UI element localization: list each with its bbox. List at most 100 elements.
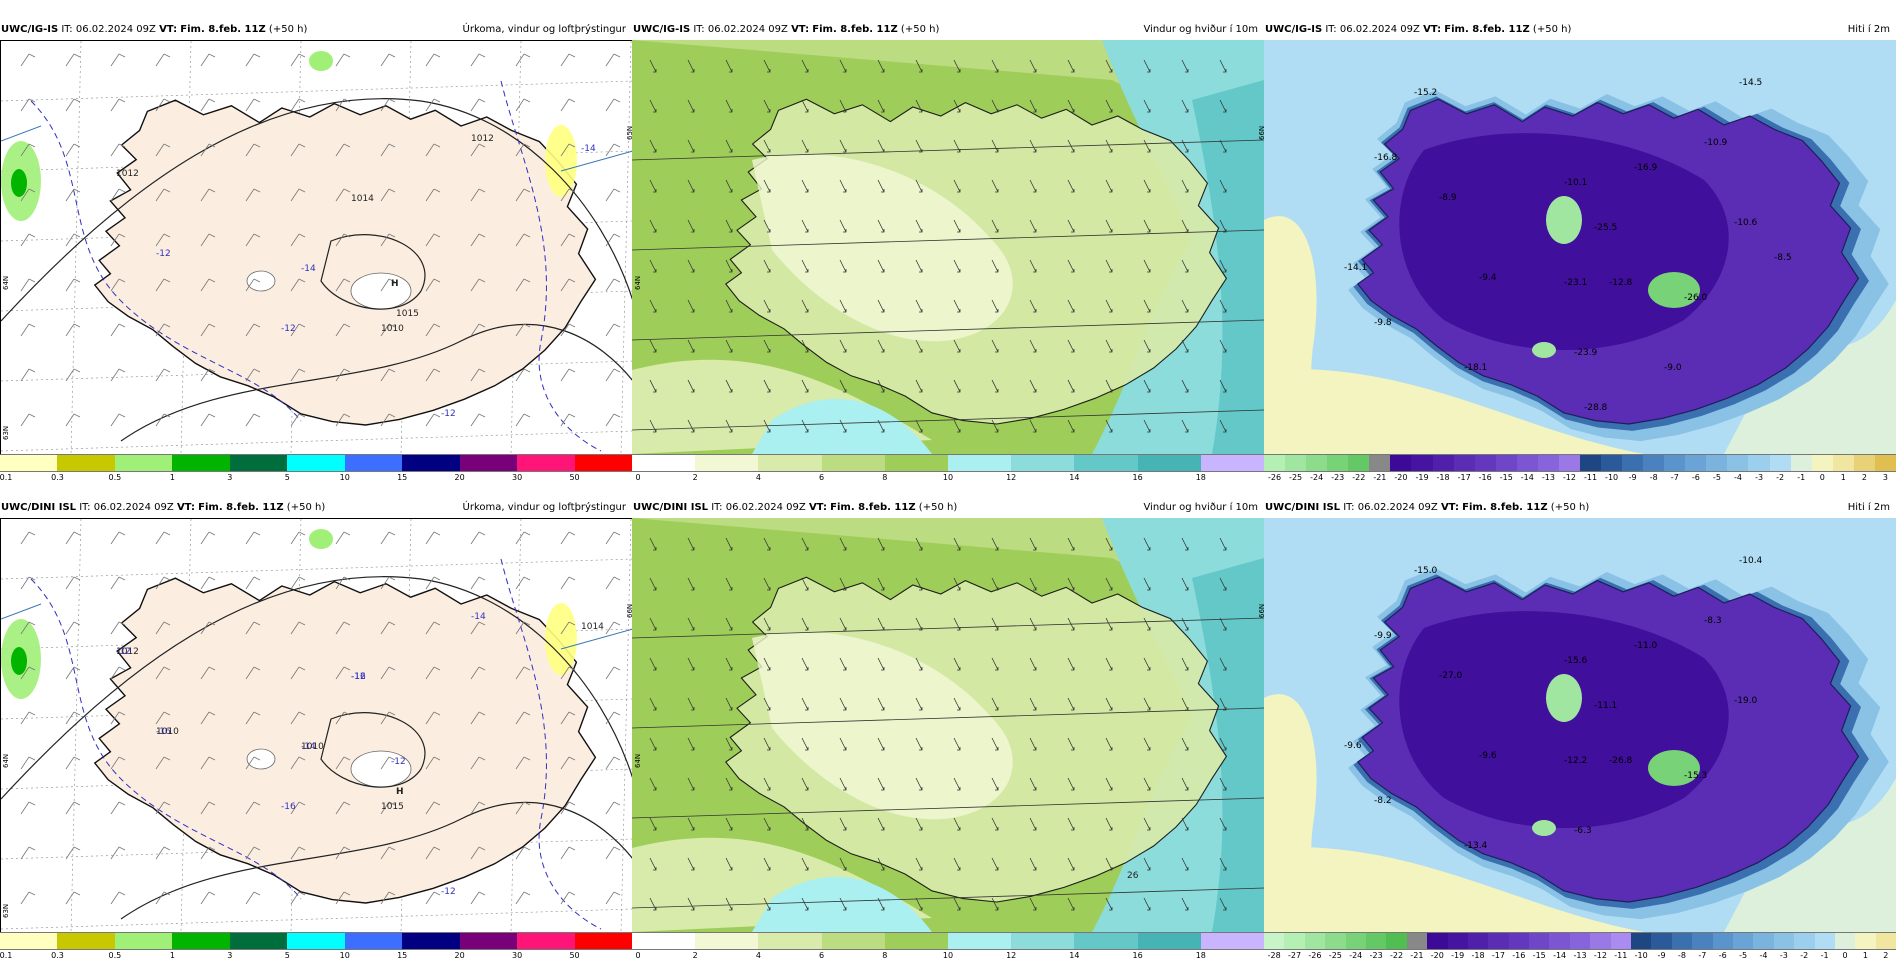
wind-arrow-head bbox=[881, 827, 885, 831]
wind-arrow-head bbox=[1147, 109, 1151, 113]
wind-arrow bbox=[1181, 657, 1189, 671]
glacier-langjokull bbox=[246, 748, 276, 770]
wind-barb-flag bbox=[208, 711, 216, 716]
wind-arrow-head bbox=[1223, 349, 1227, 353]
wind-arrow-head bbox=[1109, 149, 1113, 153]
map-label: -12 bbox=[441, 409, 456, 419]
wind-arrow-head bbox=[1109, 189, 1113, 193]
it-value: 06.02.2024 09Z bbox=[75, 24, 156, 35]
wind-barb-flag bbox=[163, 98, 171, 103]
wind-barb-flag bbox=[163, 531, 171, 536]
wind-arrow-head bbox=[653, 429, 657, 433]
map-label: 1012 bbox=[116, 647, 139, 657]
wind-barb-flag bbox=[388, 368, 396, 373]
wind-arrow-head bbox=[995, 667, 999, 671]
wind-arrow-head bbox=[1071, 587, 1075, 591]
model-name: UWC/IG-IS bbox=[1, 24, 59, 35]
wind-barb bbox=[200, 801, 210, 815]
scale-tick-label: 0 bbox=[635, 473, 641, 482]
it-value: 06.02.2024 09Z bbox=[93, 502, 174, 513]
wind-barb bbox=[560, 621, 570, 635]
wind-arrow-head bbox=[1223, 309, 1227, 313]
color-swatch bbox=[1011, 933, 1075, 949]
wind-arrow bbox=[1219, 139, 1227, 153]
wind-barb-flag bbox=[613, 188, 621, 193]
wind-arrow-head bbox=[653, 229, 657, 233]
wind-barb-flag bbox=[118, 666, 126, 671]
wind-arrow bbox=[725, 897, 733, 911]
color-swatch bbox=[1643, 455, 1665, 471]
it-label: IT: bbox=[693, 24, 705, 35]
lat-gridline bbox=[632, 139, 1264, 161]
header-info: UWC/DINI ISL IT: 06.02.2024 09Z VT: Fim.… bbox=[633, 498, 957, 518]
panel-header: UWC/IG-IS IT: 06.02.2024 09Z VT: Fim. 8.… bbox=[1264, 20, 1896, 40]
wind-arrow bbox=[725, 697, 733, 711]
wind-barb-flag bbox=[28, 621, 36, 626]
wind-arrow bbox=[1029, 299, 1037, 313]
wind-arrow-head bbox=[1185, 69, 1189, 73]
wind-arrow bbox=[1105, 59, 1113, 73]
map-label: -9.9 bbox=[1374, 631, 1392, 641]
panel-title: Vindur og hviður í 10m bbox=[1143, 502, 1258, 513]
wind-barb-flag bbox=[433, 891, 441, 896]
wind-barb bbox=[65, 98, 75, 112]
scale-tick-label: 0 bbox=[635, 951, 641, 960]
wind-barb-flag bbox=[388, 531, 396, 536]
wind-barb-flag bbox=[613, 846, 621, 851]
wind-barb-flag bbox=[433, 143, 441, 148]
wind-arrow-head bbox=[691, 587, 695, 591]
vt-label: VT: bbox=[1423, 24, 1442, 35]
wind-arrow-head bbox=[805, 787, 809, 791]
wind-barb-flag bbox=[298, 531, 306, 536]
color-swatch bbox=[1706, 455, 1728, 471]
panel-header: UWC/DINI ISL IT: 06.02.2024 09Z VT: Fim.… bbox=[1264, 498, 1896, 518]
latitude-label: 63N bbox=[2, 903, 10, 918]
wind-arrow-head bbox=[691, 189, 695, 193]
wind-arrow bbox=[839, 179, 847, 193]
glacier-warm-spot bbox=[1648, 272, 1700, 308]
wind-barb-flag bbox=[523, 531, 531, 536]
wind-barb-flag bbox=[118, 413, 126, 418]
map-label: -16 bbox=[281, 802, 296, 812]
wind-arrow bbox=[915, 857, 923, 871]
glacier-warm-spot bbox=[1546, 674, 1582, 722]
wind-barb bbox=[515, 53, 525, 67]
wind-arrow-head bbox=[729, 547, 733, 551]
wind-arrow bbox=[801, 617, 809, 631]
wind-arrow-head bbox=[919, 309, 923, 313]
wind-arrow-head bbox=[957, 429, 961, 433]
wind-barb-flag bbox=[253, 666, 261, 671]
wind-arrow bbox=[725, 219, 733, 233]
color-swatch bbox=[1495, 455, 1517, 471]
wind-barb bbox=[245, 891, 255, 905]
wind-arrow bbox=[877, 697, 885, 711]
wind-barb bbox=[200, 233, 210, 247]
wind-arrow bbox=[1029, 219, 1037, 233]
wind-barb bbox=[200, 368, 210, 382]
map-label: -26.8 bbox=[1609, 756, 1633, 766]
wind-barb-flag bbox=[298, 891, 306, 896]
wind-barb-flag bbox=[613, 891, 621, 896]
wind-arrow bbox=[687, 299, 695, 313]
wind-barb-flag bbox=[163, 413, 171, 418]
wind-arrow-head bbox=[919, 707, 923, 711]
wind-barb-flag bbox=[433, 413, 441, 418]
wind-barb bbox=[290, 368, 300, 382]
wind-arrow bbox=[687, 657, 695, 671]
scale-tick-label: -7 bbox=[1670, 473, 1679, 482]
scale-tick-label: 0 bbox=[1842, 951, 1848, 960]
map-label: -9.0 bbox=[1664, 363, 1682, 373]
wind-barb-flag bbox=[568, 143, 576, 148]
wind-barb-flag bbox=[433, 98, 441, 103]
wind-arrow bbox=[1105, 419, 1113, 433]
map-label: -12 bbox=[281, 324, 296, 334]
wind-arrow-head bbox=[767, 109, 771, 113]
wind-arrow-head bbox=[1033, 547, 1037, 551]
color-swatch bbox=[1790, 455, 1812, 471]
temp-map-canvas: -15.0-9.9-10.4-8.3-11.0-15.6-27.0-11.1 -1… bbox=[1264, 518, 1896, 932]
wind-barb bbox=[515, 666, 525, 680]
wind-arrow-head bbox=[729, 309, 733, 313]
wind-barb-flag bbox=[613, 368, 621, 373]
wind-arrow-head bbox=[1147, 867, 1151, 871]
